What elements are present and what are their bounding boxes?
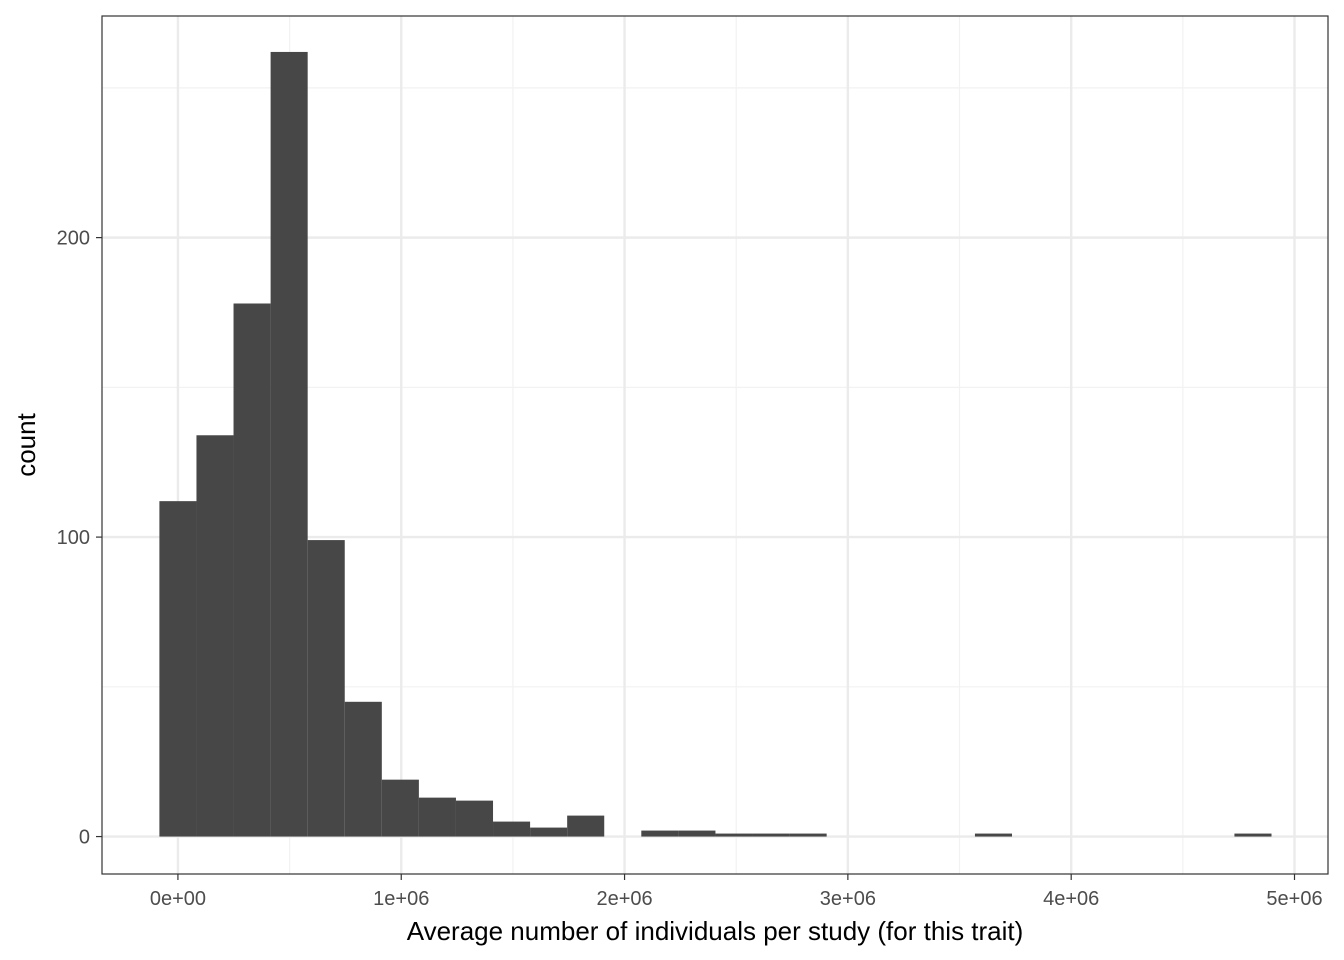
y-tick-label: 0 <box>79 827 90 849</box>
x-tick-label: 5e+06 <box>1266 888 1322 910</box>
histogram-bar <box>567 815 605 837</box>
y-tick-label: 100 <box>57 527 90 549</box>
histogram-bar <box>974 833 1013 837</box>
histogram-bar <box>530 827 568 837</box>
histogram-bar <box>1234 833 1272 837</box>
histogram-bar <box>159 501 197 837</box>
histogram-bar <box>344 701 382 837</box>
histogram-bar <box>418 797 456 837</box>
histogram-bar <box>270 51 308 837</box>
x-tick-label: 3e+06 <box>820 888 876 910</box>
x-tick-label: 1e+06 <box>373 888 429 910</box>
panel-border <box>101 15 1329 875</box>
histogram-bar <box>233 303 271 837</box>
x-axis-title: Average number of individuals per study … <box>407 916 1024 946</box>
y-axis-title: count <box>11 412 41 476</box>
histogram-bar <box>678 830 716 837</box>
x-tick-label: 0e+00 <box>150 888 206 910</box>
histogram-bar <box>715 833 753 837</box>
histogram-bar <box>196 435 234 837</box>
axis-ticks: 0e+00 1e+06 2e+06 3e+06 4e+06 5e+06 0 100 200 <box>57 228 1323 910</box>
x-tick-label: 4e+06 <box>1043 888 1099 910</box>
histogram-bars <box>159 51 1272 837</box>
histogram-bar <box>752 833 790 837</box>
histogram-bar <box>307 540 345 837</box>
histogram-bar <box>493 821 531 837</box>
y-tick-label: 200 <box>57 228 90 250</box>
x-tick-label: 2e+06 <box>596 888 652 910</box>
histogram-bar <box>641 830 679 837</box>
histogram-bar <box>789 833 827 837</box>
histogram-bar <box>381 779 419 837</box>
histogram-bar <box>455 800 494 837</box>
